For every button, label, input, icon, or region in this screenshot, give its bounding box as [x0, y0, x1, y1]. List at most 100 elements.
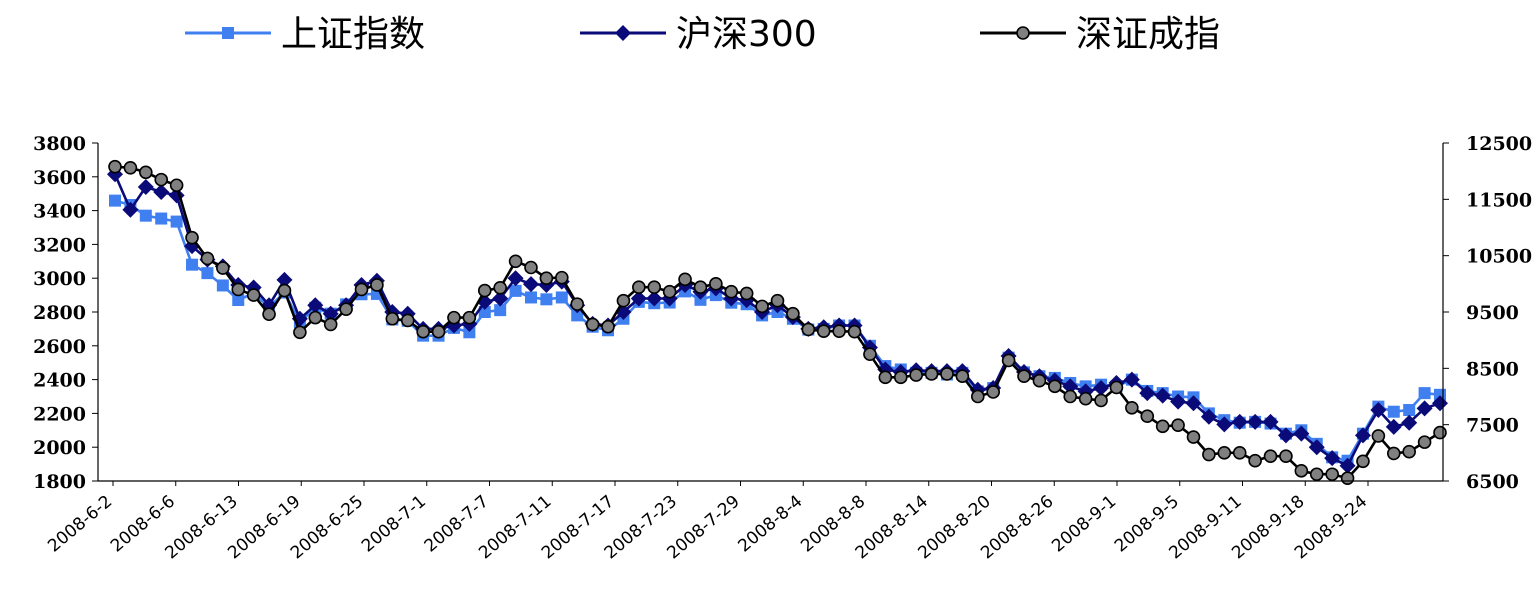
x-tick-label: 2008-6-2	[44, 492, 116, 557]
legend-marker	[1016, 26, 1030, 40]
series-3-point	[662, 284, 677, 299]
series-3-point	[632, 280, 646, 295]
series-3-point	[847, 324, 862, 339]
series-3-point	[893, 370, 908, 385]
series-3-point	[139, 165, 153, 180]
series-2-point	[646, 290, 663, 307]
series-2-point	[1200, 408, 1217, 425]
series-3-point	[246, 288, 261, 302]
series-3-point	[462, 310, 477, 325]
series-2-point	[1262, 413, 1279, 430]
left-tick-label: 2000	[33, 437, 86, 459]
series-3-point	[1032, 373, 1047, 388]
series-3-point	[1001, 353, 1016, 368]
series-3-point	[863, 347, 877, 362]
series-1-point	[509, 284, 522, 297]
left-tick-label: 3600	[33, 167, 86, 189]
series-3-point	[878, 370, 893, 385]
series-3-point	[339, 302, 353, 316]
series-1-point	[555, 291, 568, 304]
series-3-point	[262, 307, 276, 322]
left-axis: 3800 3600 3400 3200 3000 2800 2600 2400 2200 2000…	[33, 133, 99, 493]
series-3-point	[570, 297, 585, 311]
series-3-point	[1232, 446, 1247, 460]
series-3-point	[693, 280, 708, 295]
series-3-point	[200, 251, 215, 266]
right-tick-label: 6500	[1466, 471, 1519, 493]
series-3-point	[308, 310, 323, 325]
series-3-point	[1294, 464, 1309, 478]
series-3-point	[493, 280, 507, 295]
series-3-point	[447, 310, 461, 325]
series-3-point	[801, 322, 816, 337]
series-2	[107, 166, 1448, 474]
series-2-point	[1401, 414, 1418, 431]
series-3-point	[1433, 425, 1447, 440]
series-2-point	[492, 290, 509, 307]
legend: 上证指数 沪深300 深证成指	[185, 14, 1220, 55]
legend-item-1: 上证指数	[185, 14, 425, 55]
series-1-point	[524, 291, 537, 304]
series-3-point	[940, 367, 954, 381]
series-2-point	[1416, 400, 1433, 417]
series-2-point	[1123, 371, 1140, 388]
series-3-point	[1017, 369, 1031, 384]
left-tick-label: 3800	[33, 133, 86, 155]
left-tick-label: 3000	[33, 268, 86, 290]
series-2-point	[307, 297, 324, 314]
series-1-point	[139, 209, 152, 222]
series-2-point	[522, 276, 539, 293]
series-3-point	[970, 389, 985, 404]
legend-marker	[222, 27, 234, 39]
series-3-point	[1263, 449, 1278, 464]
series-1-point	[155, 212, 168, 225]
series-3-point	[585, 317, 600, 332]
right-tick-label: 9500	[1466, 302, 1519, 324]
series-3-point	[755, 299, 769, 314]
series-3-point	[816, 324, 831, 338]
series-3-point	[616, 293, 631, 308]
left-tick-label: 2800	[33, 302, 86, 324]
series-3-point	[508, 254, 523, 269]
series-1-point	[170, 215, 183, 228]
series-3-point	[555, 270, 569, 285]
legend-label: 沪深300	[676, 14, 817, 55]
series-3-point	[431, 324, 446, 339]
series-2-point	[1139, 385, 1156, 402]
series-1-point	[1387, 405, 1400, 418]
series-3-point	[1109, 380, 1124, 395]
series-2-point	[322, 305, 339, 322]
series-2-point	[1062, 378, 1079, 395]
series-3-point	[123, 160, 138, 175]
series-3-point	[786, 306, 800, 321]
series-2-point	[630, 290, 647, 307]
series-1-point	[201, 267, 214, 280]
series-3-point	[370, 278, 384, 292]
series-3-point	[1171, 418, 1185, 433]
series-3-point	[709, 277, 723, 291]
series-2-point	[1154, 387, 1171, 404]
x-tick-label: 2008-8-4	[734, 492, 806, 557]
series-3-point	[1386, 446, 1401, 461]
series-2-point	[1216, 416, 1233, 433]
right-tick-label: 8500	[1466, 358, 1519, 380]
series-3-point	[185, 230, 199, 245]
series-3-point	[231, 282, 246, 297]
series-2-point	[153, 184, 170, 201]
series-3-point	[277, 283, 292, 298]
series-3-point	[1309, 467, 1324, 482]
series-3-point	[108, 159, 122, 174]
series-1-point	[216, 279, 229, 292]
legend-item-2: 沪深300	[580, 14, 817, 55]
series-2-point	[1231, 413, 1248, 430]
series-3-point	[1356, 454, 1370, 469]
series-2-point	[1170, 393, 1187, 410]
left-tick-label: 1800	[33, 471, 86, 493]
series-3-point	[169, 178, 184, 193]
right-tick-label: 12500	[1466, 133, 1532, 155]
series-2-point	[1339, 457, 1356, 474]
series-1-point	[232, 294, 245, 307]
left-tick-label: 2600	[33, 336, 86, 358]
series-3-point	[1371, 429, 1386, 443]
